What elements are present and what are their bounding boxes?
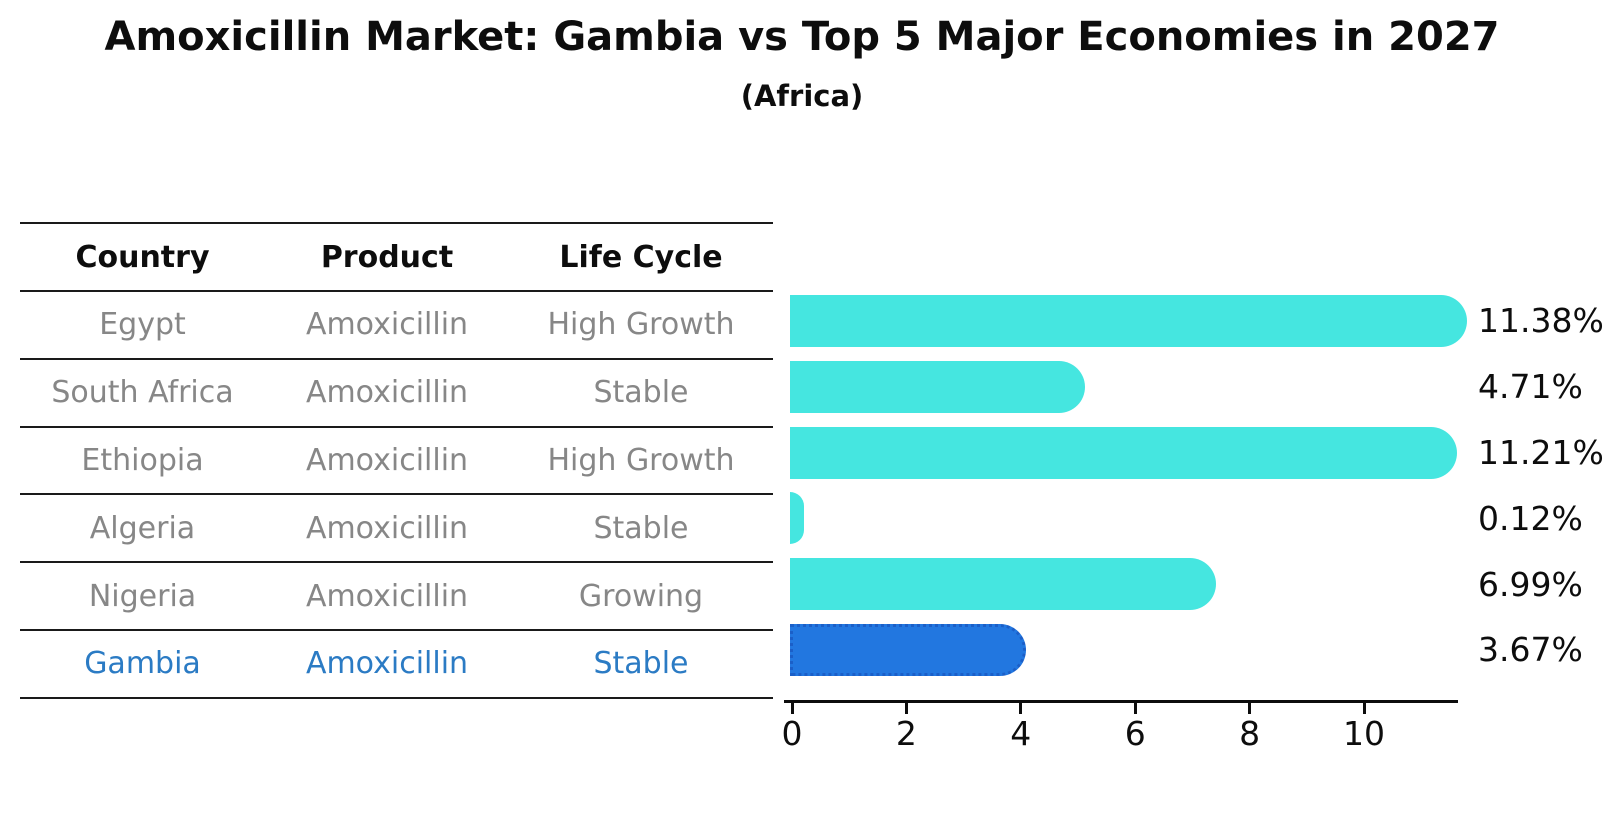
x-axis-tick-label: 10	[1343, 714, 1385, 753]
table-cell-product: Amoxicillin	[305, 510, 469, 546]
table-cell-country: Gambia	[84, 646, 201, 682]
value-label: 3.67%	[1478, 630, 1583, 670]
x-axis-tick	[1362, 703, 1366, 714]
table-cell-country: Nigeria	[88, 578, 197, 614]
table-header-life-cycle: Life Cycle	[559, 239, 723, 275]
x-axis-tick-label: 0	[781, 714, 803, 753]
table-cell-product: Amoxicillin	[305, 375, 469, 411]
x-axis-tick	[904, 703, 908, 714]
table-cell-country: Egypt	[99, 307, 186, 343]
table-cell-country: Ethiopia	[81, 442, 204, 478]
table-cell-life-cycle: Stable	[593, 646, 689, 682]
table-cell-product: Amoxicillin	[305, 578, 469, 614]
table-cell-life-cycle: High Growth	[547, 307, 735, 343]
table-cell-country: South Africa	[51, 375, 234, 411]
table-header-country: Country	[75, 239, 210, 275]
x-axis-line	[784, 700, 1458, 703]
x-axis-tick	[790, 703, 794, 714]
x-axis-tick-label: 4	[1010, 714, 1032, 753]
table-cell-life-cycle: Growing	[578, 578, 704, 614]
bar-ethiopia	[790, 426, 1458, 479]
x-axis-tick-label: 8	[1239, 714, 1261, 753]
table-cell-product: Amoxicillin	[305, 646, 469, 682]
table-cell-product: Amoxicillin	[305, 442, 469, 478]
bar-egypt	[790, 294, 1467, 347]
table-row: Egypt Amoxicillin High Growth	[20, 292, 773, 360]
value-label: 11.38%	[1478, 301, 1604, 341]
table-cell-life-cycle: High Growth	[547, 442, 735, 478]
table-cell-product: Amoxicillin	[305, 307, 469, 343]
x-axis-tick	[1248, 703, 1252, 714]
value-label: 11.21%	[1478, 432, 1604, 472]
x-axis-tick-label: 2	[895, 714, 917, 753]
x-axis-tick	[1133, 703, 1137, 714]
value-label: 0.12%	[1478, 498, 1583, 538]
table-cell-life-cycle: Stable	[593, 375, 689, 411]
bar-south-africa	[790, 360, 1086, 413]
table-header-row: Country Product Life Cycle	[20, 222, 773, 292]
value-label: 6.99%	[1478, 564, 1583, 604]
table-row: Ethiopia Amoxicillin High Growth	[20, 428, 773, 496]
x-axis-tick	[1019, 703, 1023, 714]
chart-subtitle: (Africa)	[740, 79, 864, 113]
value-label: 4.71%	[1478, 367, 1583, 407]
table-cell-life-cycle: Stable	[593, 510, 689, 546]
table-header-product: Product	[320, 239, 454, 275]
country-table: Country Product Life Cycle Egypt Amoxicil…	[20, 222, 773, 699]
bar-nigeria	[790, 558, 1216, 611]
chart-title: Amoxicillin Market: Gambia vs Top 5 Majo…	[104, 14, 1500, 60]
table-row: Algeria Amoxicillin Stable	[20, 495, 773, 564]
table-row: South Africa Amoxicillin Stable	[20, 360, 773, 428]
bar-highlighted-gambia	[790, 623, 1026, 676]
x-axis-tick-label: 6	[1124, 714, 1146, 753]
table-row: Nigeria Amoxicillin Growing	[20, 563, 773, 631]
table-row: Gambia Amoxicillin Stable	[20, 631, 773, 699]
bar-algeria	[790, 492, 804, 545]
table-cell-country: Algeria	[89, 510, 196, 546]
